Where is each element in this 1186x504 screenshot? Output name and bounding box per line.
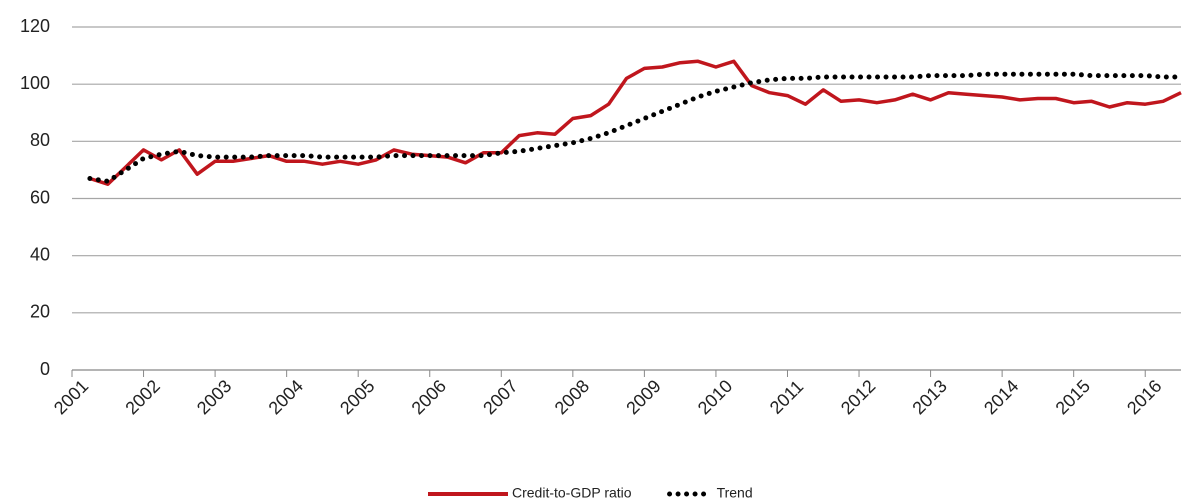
x-tick-label: 2016 [1123, 376, 1165, 418]
y-tick-label: 60 [30, 187, 50, 207]
series-line [87, 71, 1184, 184]
x-tick-label: 2008 [551, 376, 593, 418]
y-tick-label: 0 [40, 359, 50, 379]
y-tick-label: 120 [20, 16, 50, 36]
x-tick-label: 2011 [766, 376, 808, 418]
y-tick-label: 80 [30, 130, 50, 150]
x-tick-label: 2007 [479, 376, 521, 418]
x-tick-label: 2009 [622, 376, 664, 418]
x-tick-label: 2014 [980, 376, 1022, 418]
legend-item: Credit-to-GDP ratio [428, 485, 632, 501]
x-tick-label: 2015 [1052, 376, 1094, 418]
x-tick-label: 2012 [837, 376, 879, 418]
x-tick-label: 2001 [50, 376, 92, 418]
series-line [89, 59, 1182, 186]
x-tick-label: 2013 [908, 376, 950, 418]
legend-item: Trend [667, 485, 753, 501]
y-tick-label: 100 [20, 73, 50, 93]
x-tick-label: 2010 [694, 376, 736, 418]
x-tick-label: 2002 [121, 376, 163, 418]
x-tick-label: 2005 [336, 376, 378, 418]
x-tick-label: 2004 [265, 376, 307, 418]
x-tick-label: 2006 [408, 376, 450, 418]
legend-label: Trend [717, 485, 753, 501]
legend-label: Credit-to-GDP ratio [512, 485, 632, 501]
y-tick-label: 40 [30, 244, 50, 264]
y-tick-label: 20 [30, 302, 50, 322]
x-tick-label: 2003 [193, 376, 235, 418]
